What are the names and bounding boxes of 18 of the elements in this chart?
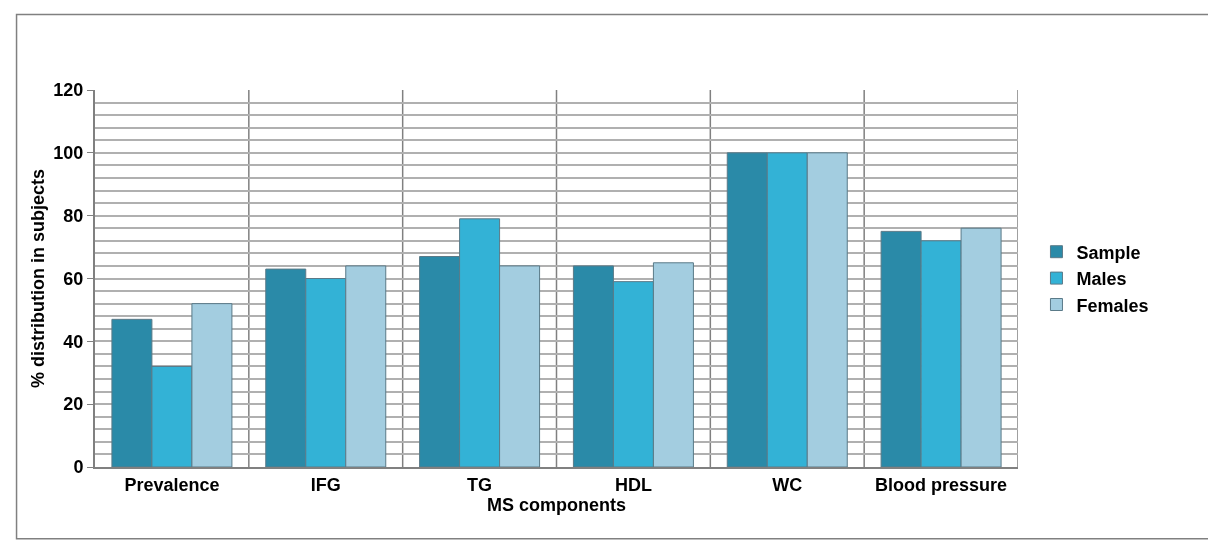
y-tick-label: 120 [53, 80, 84, 101]
legend-label: Females [1076, 295, 1149, 316]
y-tick-label: 80 [63, 205, 84, 226]
y-tick-label: 60 [63, 268, 84, 289]
x-tick-label: HDL [614, 474, 652, 495]
x-tick-label: WC [772, 474, 803, 495]
legend-label: Sample [1076, 242, 1141, 263]
y-tick-label: 100 [53, 143, 84, 164]
y-tick-label: 20 [63, 394, 84, 415]
y-tick-label: 0 [73, 457, 84, 478]
x-axis-title: MS components [486, 494, 627, 515]
x-tick-label: TG [467, 474, 493, 495]
legend-label: Males [1076, 269, 1127, 290]
y-tick-label: 40 [63, 331, 84, 352]
y-axis-title: % distribution in subjects [28, 168, 49, 389]
x-tick-label: Prevalence [124, 474, 220, 495]
x-tick-label: IFG [310, 474, 341, 495]
x-tick-label: Blood pressure [875, 474, 1008, 495]
